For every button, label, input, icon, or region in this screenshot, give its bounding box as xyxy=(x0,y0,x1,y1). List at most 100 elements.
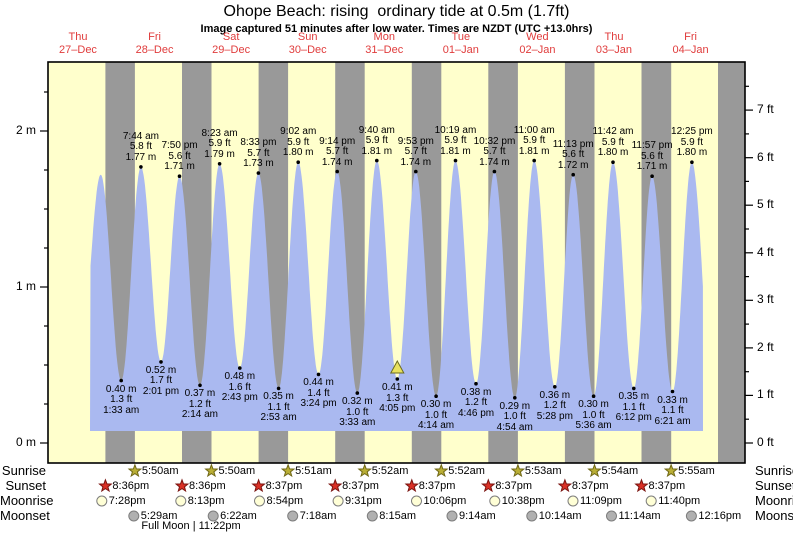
y-axis-right-label: 4 ft xyxy=(757,244,774,259)
y-axis-right-label: 2 ft xyxy=(757,339,774,354)
sunset-icon xyxy=(174,478,190,493)
tide-extreme-dot xyxy=(513,396,517,400)
tide-high-label: 12:25 pm 5.9 ft 1.80 m xyxy=(671,126,713,159)
moonset-row-label-right: Moonset xyxy=(755,508,793,523)
day-label: Wed 02–Jan xyxy=(502,31,572,56)
moonset-time: 7:18am xyxy=(299,510,337,522)
tide-extreme-dot xyxy=(198,383,202,388)
tide-low-label: 0.32 m 1.0 ft 3:33 am xyxy=(339,396,376,429)
day-date: 02–Jan xyxy=(519,43,556,56)
moonset-icon xyxy=(287,510,299,522)
tide-extreme-dot xyxy=(335,169,340,174)
tide-extreme-dot xyxy=(650,174,654,178)
day-name: Fri xyxy=(684,31,697,43)
sunrise-time: 5:55am xyxy=(678,465,715,477)
sunset-icon xyxy=(404,478,420,493)
moonrise-icon xyxy=(411,495,422,507)
sunrise-time: 5:50am xyxy=(218,465,256,477)
tide-extreme-dot xyxy=(256,171,261,175)
moonrise-time: 7:28pm xyxy=(108,495,146,507)
moonset-time: 6:22am xyxy=(220,510,257,522)
tide-extreme-dot xyxy=(474,381,478,386)
sunrise-icon xyxy=(280,463,296,478)
day-date: 03–Jan xyxy=(595,43,633,56)
plot-frame xyxy=(47,61,746,464)
moonset-time: 11:14am xyxy=(618,510,661,522)
tide-extreme-dot xyxy=(553,385,557,389)
tide-extreme-dot xyxy=(532,158,536,163)
moonrise-row-label-right: Moonrise xyxy=(755,493,793,508)
moonset-icon xyxy=(366,510,378,522)
tide-extreme-dot xyxy=(414,169,418,174)
tide-extreme-dot xyxy=(217,162,222,166)
tide-low-label: 0.44 m 1.4 ft 3:24 pm xyxy=(300,377,337,410)
tide-extreme-dot xyxy=(611,160,615,164)
day-name: Tue xyxy=(451,31,471,43)
moonrise-time: 11:40pm xyxy=(658,495,701,507)
sunrise-row-label-right: Sunrise xyxy=(755,463,793,478)
day-name: Sun xyxy=(297,31,318,43)
day-date: 31–Dec xyxy=(365,43,404,56)
sunrise-time: 5:52am xyxy=(448,465,485,477)
y-axis-right-label: 0 ft xyxy=(757,435,774,449)
sunset-time: 8:36pm xyxy=(112,480,150,492)
moonrise-icon xyxy=(332,495,344,507)
tide-low-label: 0.41 m 1.3 ft 4:05 pm xyxy=(379,382,416,415)
moonrise-time: 8:13pm xyxy=(187,495,225,507)
sunrise-icon xyxy=(663,463,679,478)
tide-low-label: 0.35 m 1.1 ft 2:53 am xyxy=(260,391,297,424)
day-date: 30–Dec xyxy=(288,43,327,56)
moonset-time: 10:14am xyxy=(538,510,582,522)
tide-low-label: 0.29 m 1.0 ft 4:54 am xyxy=(496,400,533,433)
tide-low-label: 0.33 m 1.1 ft 6:21 am xyxy=(654,394,691,427)
day-label: Tue 01–Jan xyxy=(426,31,496,56)
day-label: Thu 03–Jan xyxy=(579,31,649,56)
tide-extreme-dot xyxy=(159,360,163,364)
y-axis-right-label: 5 ft xyxy=(757,197,774,212)
sunrise-time: 5:51am xyxy=(295,465,332,477)
y-axis-right-label: 6 ft xyxy=(757,149,774,164)
moonset-icon xyxy=(685,510,697,522)
sunrise-icon xyxy=(127,463,143,478)
sunrise-time: 5:54am xyxy=(601,465,639,477)
moonrise-icon xyxy=(645,495,657,507)
tide-high-label: 11:13 pm 5.6 ft 1.72 m xyxy=(552,138,594,171)
day-name: Thu xyxy=(68,31,88,43)
tide-low-label: 0.35 m 1.1 ft 6:12 pm xyxy=(615,391,652,424)
tide-high-label: 9:14 pm 5.7 ft 1.74 m xyxy=(319,135,356,168)
tide-low-label: 0.38 m 1.2 ft 4:46 pm xyxy=(457,386,495,419)
tide-low-label: 0.52 m 1.7 ft 2:01 pm xyxy=(142,364,180,397)
sunrise-icon xyxy=(204,463,219,478)
sunset-icon xyxy=(557,478,573,493)
day-name: Wed xyxy=(526,31,549,43)
day-name: Fri xyxy=(148,31,161,43)
sunset-icon xyxy=(634,478,649,493)
tide-extreme-dot xyxy=(375,158,379,163)
tide-extreme-dot xyxy=(316,372,321,377)
tide-low-label: 0.36 m 1.2 ft 5:28 pm xyxy=(536,389,573,422)
sunset-row-label-left: Sunset xyxy=(5,478,46,493)
tide-high-label: 10:32 pm 5.7 ft 1.74 m xyxy=(473,135,516,168)
day-name: Mon xyxy=(373,31,395,43)
sunset-time: 8:37pm xyxy=(265,480,303,492)
moonset-icon xyxy=(446,510,458,522)
page-subtitle: Image captured 51 minutes after low wate… xyxy=(200,23,593,35)
day-name: Sat xyxy=(222,31,240,43)
moonrise-row-label-left: Moonrise xyxy=(0,493,54,508)
sunset-time: 8:36pm xyxy=(188,480,226,492)
sunrise-icon xyxy=(587,463,602,478)
moonset-icon xyxy=(128,510,140,522)
sunrise-icon xyxy=(434,463,449,478)
tide-extreme-dot xyxy=(238,366,242,370)
moonset-icon xyxy=(606,510,617,522)
y-axis-right-label: 1 ft xyxy=(757,387,774,402)
sunset-time: 8:37pm xyxy=(495,480,533,492)
moonrise-time: 8:54pm xyxy=(266,495,304,507)
tide-extreme-dot xyxy=(139,165,143,169)
tide-extreme-dot xyxy=(355,391,360,395)
tide-low-label: 0.30 m 1.0 ft 5:36 am xyxy=(575,399,612,432)
moon-phase-note: Full Moon | 11:22pm xyxy=(141,520,241,532)
sunrise-time: 5:50am xyxy=(141,465,179,477)
moonrise-time: 10:38pm xyxy=(501,495,545,507)
